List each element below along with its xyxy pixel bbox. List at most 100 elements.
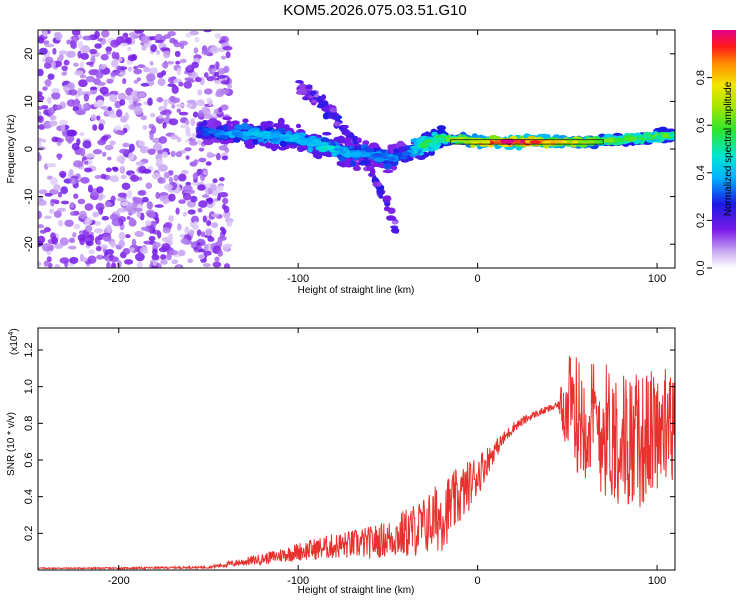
spectrogram-noise-cell (185, 155, 190, 160)
spectrogram-noise-cell (96, 81, 106, 86)
spectrogram-noise-cell (163, 34, 171, 39)
spectrogram-noise-cell (122, 78, 127, 85)
spectrogram-band-cell (269, 133, 282, 138)
spectrogram-noise-cell (56, 207, 67, 212)
spectrogram-noise-cell (105, 51, 112, 55)
spectrogram-noise-cell (57, 219, 64, 227)
spectrogram-noise-cell (84, 217, 93, 225)
spectrogram-noise-cell (43, 215, 52, 220)
spectrogram-band-core-outline (450, 139, 604, 145)
spectrogram-noise-cell (38, 95, 45, 102)
spectrogram-band-cell (504, 138, 515, 144)
spectrogram-noise-cell (70, 40, 77, 49)
spectrogram-noise-cell (168, 193, 176, 202)
y-tick-label: -10 (23, 189, 35, 205)
spectrogram-noise-cell (124, 259, 134, 265)
spectrogram-noise-cell (106, 261, 111, 268)
spectrogram-noise-cell (50, 199, 60, 204)
spectrogram-noise-cell (175, 60, 181, 65)
spectrogram-marks (38, 30, 675, 268)
spectrogram-noise-cell (46, 163, 57, 168)
spectrogram-noise-cell (198, 157, 207, 163)
spectrogram-noise-cell (175, 151, 183, 158)
spectrogram-noise-cell (85, 76, 96, 83)
spectrogram-noise-cell (38, 142, 42, 147)
spectrogram-noise-cell (51, 88, 60, 94)
spectrogram-band-cell (427, 147, 436, 152)
spectrogram-noise-cell (148, 81, 155, 86)
spectrogram-noise-cell (193, 221, 198, 229)
spectrogram-noise-cell (154, 204, 164, 208)
spectrogram-noise-cell (63, 59, 70, 66)
spectrogram-noise-cell (125, 234, 131, 239)
spectrogram-noise-cell (200, 231, 206, 238)
spectrogram-noise-cell (206, 203, 214, 208)
spectrogram-streak-cell (305, 84, 313, 89)
spectrogram-noise-cell (89, 86, 98, 91)
spectrogram-noise-cell (218, 145, 228, 151)
spectrogram-band-cell (387, 144, 394, 151)
spectrogram-noise-cell (82, 140, 92, 149)
spectrogram-noise-cell (167, 61, 175, 65)
spectrogram-band-cell (261, 130, 271, 136)
spectrogram-noise-cell (138, 140, 146, 147)
spectrogram-noise-cell (64, 219, 74, 227)
x-tick-label: 0 (475, 273, 481, 285)
spectrogram-band-cell (271, 138, 279, 142)
spectrogram-streak-cell (373, 181, 378, 188)
spectrogram-noise-cell (146, 73, 156, 82)
spectrogram-band-cell (299, 146, 307, 151)
spectrogram-noise-cell (207, 236, 215, 242)
spectrogram-noise-cell (119, 148, 129, 154)
spectrogram-noise-cell (109, 94, 118, 102)
spectrogram-noise-cell (41, 243, 51, 247)
spectrogram-noise-cell (74, 98, 80, 107)
spectrogram-noise-cell (96, 240, 102, 246)
spectrogram-noise-cell (60, 124, 66, 132)
spectrogram-noise-cell (139, 247, 149, 254)
spectrogram-noise-cell (202, 194, 210, 198)
spectrogram-noise-cell (129, 247, 135, 252)
spectrogram-noise-cell (201, 106, 208, 114)
spectrogram-noise-cell (84, 153, 95, 158)
spectrogram-noise-cell (142, 125, 148, 130)
y-tick-label: 1.0 (23, 379, 35, 394)
spectrogram-noise-cell (73, 62, 79, 67)
spectrogram-noise-cell (155, 191, 160, 200)
spectrogram-noise-cell (119, 165, 126, 174)
spectrogram-noise-cell (190, 195, 198, 203)
spectrogram-noise-cell (134, 230, 144, 238)
spectrogram-noise-cell (151, 125, 157, 134)
svg-text:(x104): (x104) (8, 328, 20, 355)
spectrogram-noise-cell (100, 106, 109, 110)
spectrogram-noise-cell (42, 138, 47, 143)
spectrogram-band-cell (315, 141, 325, 146)
spectrogram-noise-cell (213, 71, 220, 77)
spectrogram-streak-cell (341, 124, 349, 129)
spectrogram-noise-cell (38, 189, 48, 195)
spectrogram-noise-cell (204, 186, 209, 196)
spectrogram-noise-cell (188, 229, 195, 236)
spectrogram-noise-cell (117, 208, 124, 213)
spectrogram-noise-cell (69, 211, 76, 216)
spectrogram-noise-cell (176, 103, 185, 108)
spectrogram-noise-cell (171, 104, 176, 109)
spectrogram-noise-cell (60, 200, 70, 205)
x-tick-label: 100 (648, 575, 666, 587)
spectrogram-band-cell (250, 132, 261, 136)
spectrogram-streak-cell (383, 195, 392, 202)
spectrogram-noise-cell (109, 213, 119, 221)
spectrogram-noise-cell (45, 43, 55, 48)
spectrogram-band-cell (382, 169, 394, 174)
spectrogram-noise-cell (87, 184, 93, 193)
spectrogram-noise-cell (178, 173, 187, 182)
spectrogram-noise-cell (77, 234, 86, 242)
spectrogram-band-cell (644, 135, 652, 140)
spectrogram-noise-cell (59, 237, 69, 246)
spectrogram-noise-cell (38, 110, 42, 117)
spectrogram-noise-cell (136, 261, 143, 268)
spectrogram-noise-cell (77, 198, 86, 205)
spectrogram-noise-cell (38, 235, 46, 244)
spectrogram-noise-cell (48, 120, 58, 127)
spectrogram-noise-cell (109, 140, 116, 146)
